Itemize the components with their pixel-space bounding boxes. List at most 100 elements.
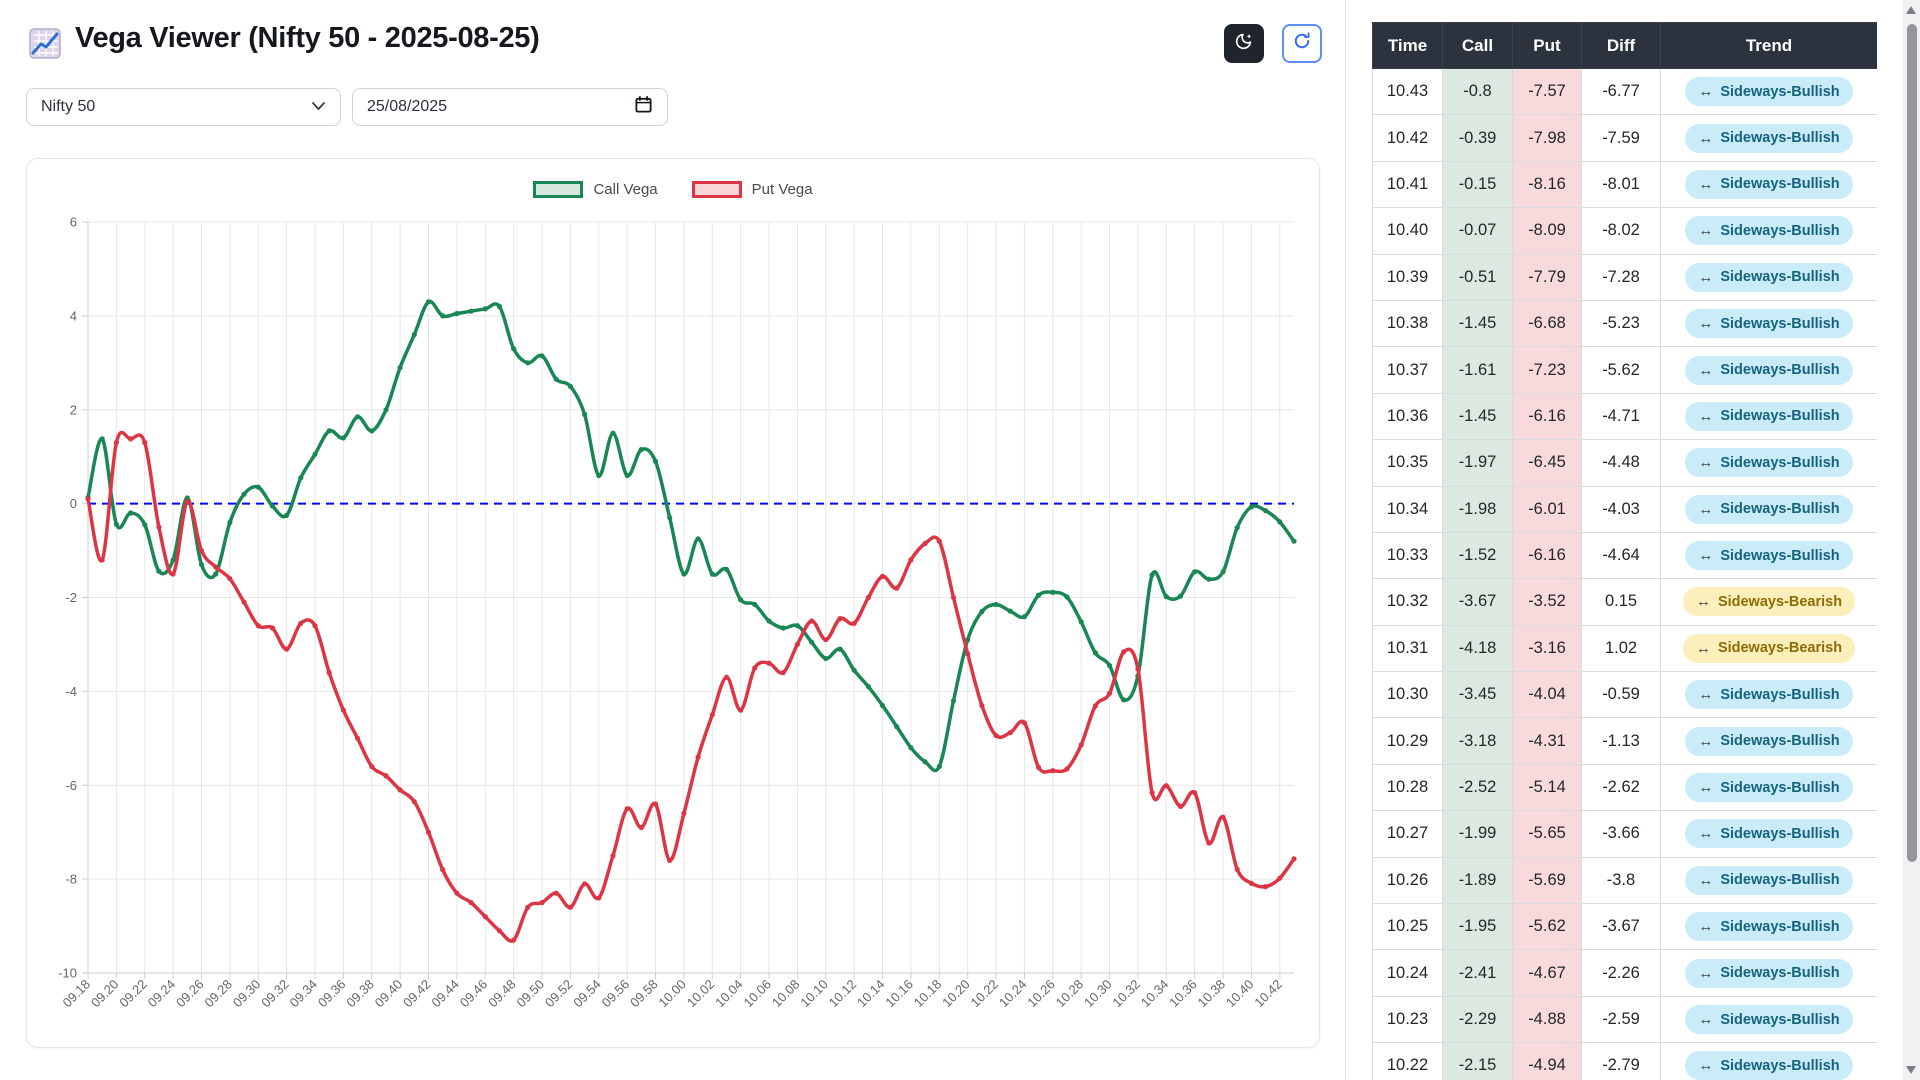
cell-put: -4.88	[1512, 995, 1582, 1044]
table-row[interactable]: 10.26 -1.89 -5.69 -3.8 ↔ Sideways-Bullish	[1372, 856, 1877, 905]
left-right-arrow-icon: ↔	[1698, 1011, 1714, 1028]
scrollbar-thumb[interactable]	[1906, 24, 1917, 862]
svg-text:4: 4	[70, 308, 77, 323]
svg-text:10.14: 10.14	[854, 977, 888, 1011]
svg-text:10.24: 10.24	[996, 977, 1030, 1011]
table-row[interactable]: 10.40 -0.07 -8.09 -8.02 ↔ Sideways-Bullish	[1372, 207, 1877, 255]
left-right-arrow-icon: ↔	[1698, 547, 1714, 565]
legend-item-put-vega[interactable]: Put Vega	[691, 181, 813, 198]
cell-diff: -6.77	[1581, 67, 1661, 116]
chart-increasing-icon	[28, 26, 62, 60]
left-right-arrow-icon: ↔	[1698, 732, 1714, 750]
cell-time: 10.36	[1372, 392, 1443, 441]
cell-time: 10.42	[1372, 114, 1443, 162]
cell-time: 10.30	[1372, 671, 1443, 719]
column-header-put: Put	[1512, 22, 1582, 69]
cell-call: -4.18	[1442, 624, 1513, 673]
table-row[interactable]: 10.25 -1.95 -5.62 -3.67 ↔ Sideways-Bullish	[1372, 903, 1877, 951]
dark-mode-toggle-button[interactable]	[1224, 24, 1264, 63]
cell-diff: -8.02	[1581, 207, 1661, 255]
table-row[interactable]: 10.28 -2.52 -5.14 -2.62 ↔ Sideways-Bullish	[1372, 763, 1877, 812]
cell-call: -0.15	[1442, 160, 1513, 209]
left-right-arrow-icon: ↔	[1698, 918, 1714, 936]
table-row[interactable]: 10.37 -1.61 -7.23 -5.62 ↔ Sideways-Bullish	[1372, 346, 1877, 394]
table-row[interactable]: 10.35 -1.97 -6.45 -4.48 ↔ Sideways-Bullish	[1372, 439, 1877, 487]
cell-trend: ↔ Sideways-Bullish	[1660, 810, 1877, 858]
svg-text:09.50: 09.50	[514, 977, 548, 1011]
left-right-arrow-icon: ↔	[1698, 825, 1714, 843]
calendar-icon	[634, 95, 653, 119]
table-row[interactable]: 10.32 -3.67 -3.52 0.15 ↔ Sideways-Bearish	[1372, 578, 1877, 626]
cell-time: 10.32	[1372, 578, 1443, 626]
cell-put: -6.68	[1512, 299, 1582, 348]
cell-call: -2.41	[1442, 949, 1513, 997]
cell-diff: 0.15	[1581, 578, 1661, 626]
table-row[interactable]: 10.29 -3.18 -4.31 -1.13 ↔ Sideways-Bullish	[1372, 717, 1877, 765]
left-right-arrow-icon: ↔	[1698, 222, 1714, 240]
table-row[interactable]: 10.41 -0.15 -8.16 -8.01 ↔ Sideways-Bullish	[1372, 160, 1877, 209]
symbol-select[interactable]: Nifty 50	[26, 88, 341, 126]
page-scrollbar[interactable]	[1903, 0, 1920, 1080]
cell-call: -0.51	[1442, 253, 1513, 301]
cell-time: 10.40	[1372, 207, 1443, 255]
trend-label: Sideways-Bullish	[1720, 269, 1840, 286]
vega-line-chart[interactable]: -10 -8 -6 -4 -2 0 2 4 6 09.18 09.20 09.22 09.24 09.26…	[27, 159, 1319, 1047]
cell-time: 10.25	[1372, 903, 1443, 951]
table-row[interactable]: 10.31 -4.18 -3.16 1.02 ↔ Sideways-Bearish	[1372, 624, 1877, 673]
table-row[interactable]: 10.39 -0.51 -7.79 -7.28 ↔ Sideways-Bullish	[1372, 253, 1877, 301]
cell-time: 10.28	[1372, 763, 1443, 812]
table-row[interactable]: 10.22 -2.15 -4.94 -2.79 ↔ Sideways-Bullish	[1372, 1042, 1877, 1080]
svg-text:09.24: 09.24	[145, 977, 179, 1011]
table-row[interactable]: 10.36 -1.45 -6.16 -4.71 ↔ Sideways-Bullish	[1372, 392, 1877, 441]
cell-trend: ↔ Sideways-Bullish	[1660, 856, 1877, 905]
left-right-arrow-icon: ↔	[1695, 639, 1711, 657]
svg-text:6: 6	[70, 215, 77, 230]
refresh-button[interactable]	[1282, 24, 1322, 63]
cell-call: -1.98	[1442, 485, 1513, 533]
svg-text:10.06: 10.06	[741, 977, 775, 1011]
table-row[interactable]: 10.24 -2.41 -4.67 -2.26 ↔ Sideways-Bullish	[1372, 949, 1877, 997]
table-row[interactable]: 10.42 -0.39 -7.98 -7.59 ↔ Sideways-Bullish	[1372, 114, 1877, 162]
cell-call: -3.18	[1442, 717, 1513, 765]
cell-put: -4.04	[1512, 671, 1582, 719]
trend-badge: ↔ Sideways-Bearish	[1682, 633, 1856, 663]
table-row[interactable]: 10.27 -1.99 -5.65 -3.66 ↔ Sideways-Bullish	[1372, 810, 1877, 858]
left-right-arrow-icon: ↔	[1698, 268, 1714, 286]
cell-trend: ↔ Sideways-Bullish	[1660, 207, 1877, 255]
cell-call: -1.89	[1442, 856, 1513, 905]
svg-text:10.10: 10.10	[797, 977, 831, 1011]
left-right-arrow-icon: ↔	[1698, 361, 1714, 379]
cell-diff: -3.8	[1581, 856, 1661, 905]
put-vega-swatch	[691, 181, 742, 198]
table-row[interactable]: 10.33 -1.52 -6.16 -4.64 ↔ Sideways-Bullish	[1372, 531, 1877, 580]
date-input[interactable]: 25/08/2025	[352, 88, 668, 126]
table-row[interactable]: 10.23 -2.29 -4.88 -2.59 ↔ Sideways-Bullish	[1372, 995, 1877, 1044]
cell-diff: -4.71	[1581, 392, 1661, 441]
legend-item-call-vega[interactable]: Call Vega	[533, 181, 658, 198]
left-right-arrow-icon: ↔	[1698, 129, 1714, 147]
svg-text:09.28: 09.28	[201, 977, 235, 1011]
cell-diff: 1.02	[1581, 624, 1661, 673]
svg-text:09.40: 09.40	[372, 977, 406, 1011]
svg-text:10.38: 10.38	[1195, 977, 1229, 1011]
table-row[interactable]: 10.43 -0.8 -7.57 -6.77 ↔ Sideways-Bullish	[1372, 67, 1877, 116]
trend-badge: ↔ Sideways-Bullish	[1685, 77, 1853, 107]
trend-label: Sideways-Bullish	[1720, 686, 1840, 703]
cell-call: -3.45	[1442, 671, 1513, 719]
scrollbar-down-arrow-icon[interactable]	[1906, 1066, 1916, 1074]
table-row[interactable]: 10.30 -3.45 -4.04 -0.59 ↔ Sideways-Bullish	[1372, 671, 1877, 719]
cell-trend: ↔ Sideways-Bullish	[1660, 1042, 1877, 1080]
cell-put: -4.67	[1512, 949, 1582, 997]
svg-text:-6: -6	[65, 778, 77, 793]
cell-time: 10.29	[1372, 717, 1443, 765]
trend-label: Sideways-Bullish	[1720, 872, 1840, 889]
svg-text:10.36: 10.36	[1166, 977, 1200, 1011]
cell-trend: ↔ Sideways-Bullish	[1660, 903, 1877, 951]
trend-badge: ↔ Sideways-Bullish	[1685, 865, 1853, 895]
table-row[interactable]: 10.38 -1.45 -6.68 -5.23 ↔ Sideways-Bullish	[1372, 299, 1877, 348]
scrollbar-up-arrow-icon[interactable]	[1906, 6, 1916, 14]
svg-text:09.36: 09.36	[315, 977, 349, 1011]
left-right-arrow-icon: ↔	[1698, 500, 1714, 518]
table-row[interactable]: 10.34 -1.98 -6.01 -4.03 ↔ Sideways-Bullish	[1372, 485, 1877, 533]
cell-trend: ↔ Sideways-Bullish	[1660, 392, 1877, 441]
